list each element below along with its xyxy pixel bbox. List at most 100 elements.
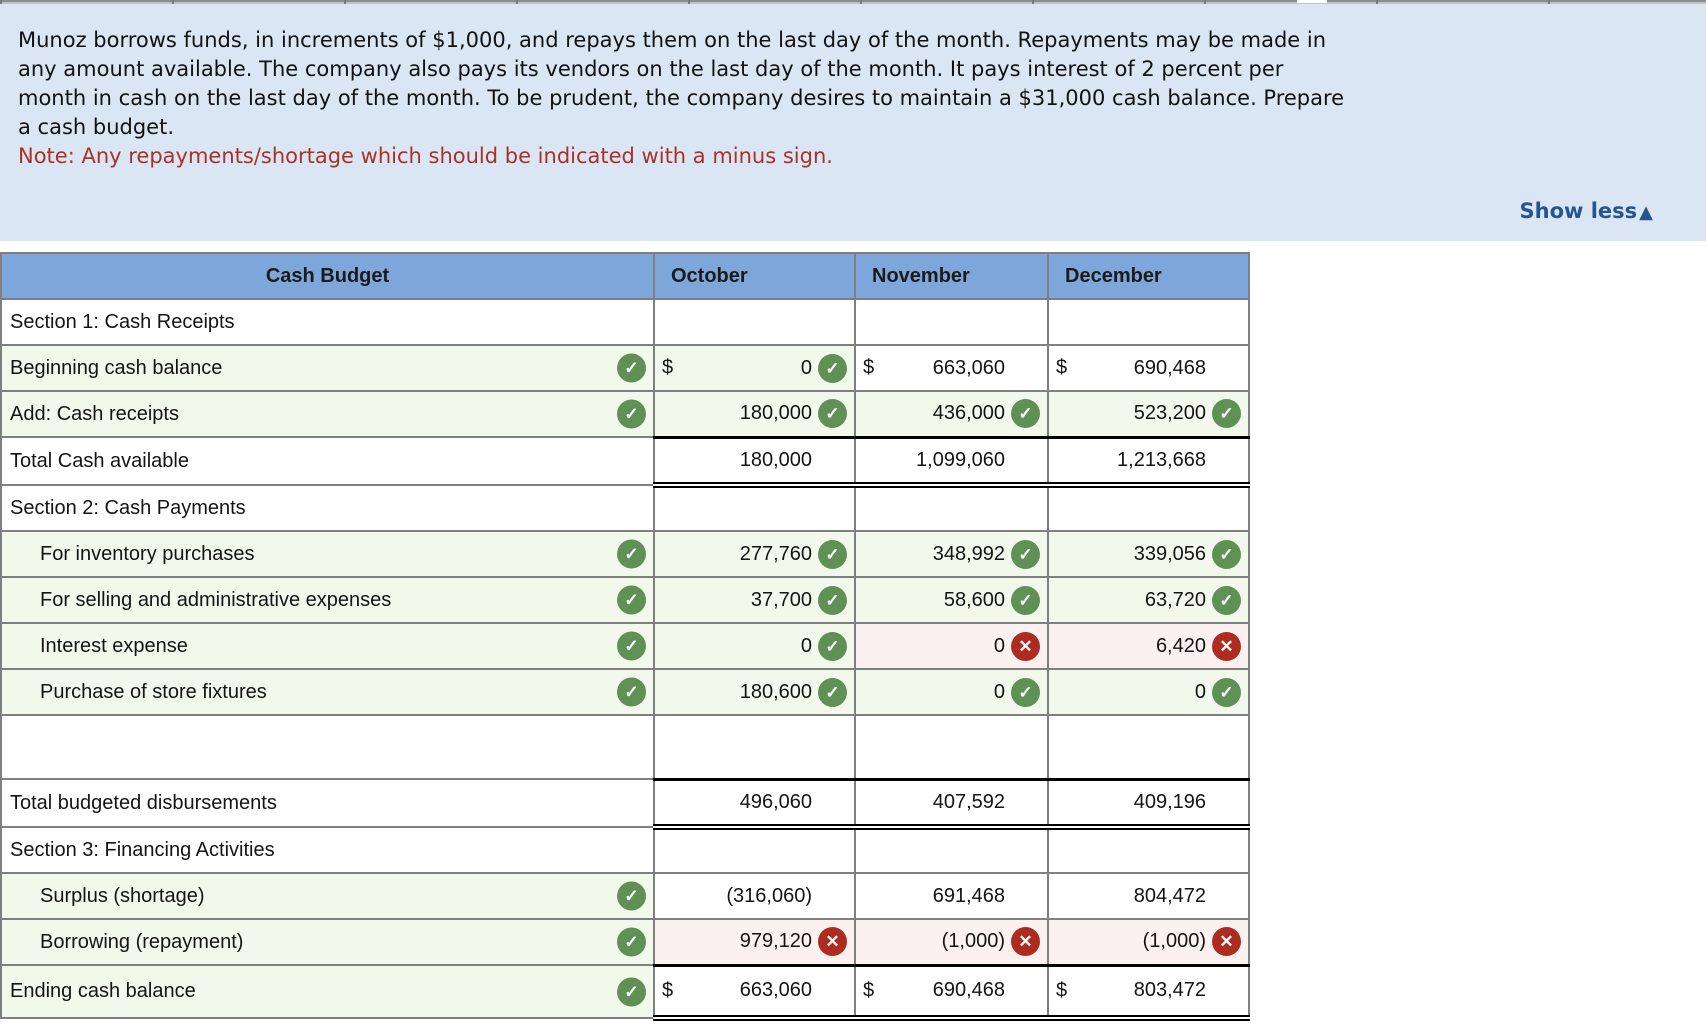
value-cell[interactable]: $690,468 — [854, 963, 1049, 1021]
value-cell[interactable]: 523,200 ✓ — [1047, 390, 1250, 438]
data-row: Beginning cash balance ✓ $0 ✓ $663,060 $690,4… — [0, 344, 1250, 392]
problem-note: Note: Any repayments/shortage which shou… — [18, 144, 833, 168]
value-cell — [653, 298, 856, 346]
cell-value: 690,468 — [932, 979, 1005, 1002]
value-cell[interactable]: 277,760 ✓ — [653, 530, 856, 578]
show-less-link[interactable]: Show less ▲ — [1520, 199, 1654, 223]
data-row: Add: Cash receipts ✓ 180,000 ✓ 436,000 ✓ 523,2… — [0, 390, 1250, 438]
cell-value: (316,060) — [726, 884, 812, 907]
value-cell[interactable]: 180,000 ✓ — [653, 390, 856, 438]
check-icon: ✓ — [617, 539, 646, 569]
check-icon: ✓ — [1011, 677, 1040, 707]
cell-value: 63,720 — [1144, 588, 1206, 611]
check-icon: ✓ — [818, 539, 847, 569]
value-cell[interactable]: 6,420 ✕ — [1047, 622, 1250, 670]
cell-value: 804,472 — [1133, 884, 1206, 907]
value-cell[interactable]: (1,000) ✕ — [1047, 918, 1250, 966]
problem-statement-panel: Munoz borrows funds, in increments of $1… — [0, 4, 1706, 241]
cell-value: 407,592 — [932, 790, 1005, 813]
value-cell[interactable]: $663,060 — [653, 963, 856, 1021]
cell-value: 979,120 — [739, 930, 812, 953]
value-cell[interactable]: 58,600 ✓ — [854, 576, 1049, 624]
row-label-cell — [0, 714, 655, 780]
row-label: Surplus (shortage) — [40, 884, 205, 907]
row-label: For selling and administrative expenses — [40, 588, 392, 611]
row-label-cell: Ending cash balance ✓ — [0, 964, 655, 1019]
value-cell[interactable]: $663,060 — [854, 344, 1049, 392]
cell-value: 1,213,668 — [1117, 448, 1206, 471]
value-cell[interactable]: 979,120 ✕ — [653, 918, 856, 966]
value-cell[interactable]: (1,000) ✕ — [854, 918, 1049, 966]
spacer-row — [0, 714, 1250, 780]
data-row: For selling and administrative expenses ✓… — [0, 576, 1250, 624]
cell-value: 37,700 — [750, 588, 812, 611]
value-cell: 496,060 — [653, 777, 856, 830]
row-label: Section 3: Financing Activities — [10, 838, 275, 861]
value-cell: 409,196 — [1047, 777, 1250, 830]
value-cell[interactable]: 0 ✓ — [653, 622, 856, 670]
value-cell — [854, 826, 1049, 874]
currency-symbol: $ — [863, 979, 875, 1002]
row-label-cell: For inventory purchases ✓ — [0, 530, 655, 578]
value-cell[interactable]: 180,600 ✓ — [653, 668, 856, 716]
icon-placeholder — [1005, 896, 1040, 897]
value-cell[interactable]: 436,000 ✓ — [854, 390, 1049, 438]
check-icon: ✓ — [818, 399, 847, 429]
row-label: Purchase of store fixtures — [40, 680, 267, 703]
check-icon: ✓ — [1212, 677, 1241, 707]
cell-value: 663,060 — [739, 979, 812, 1002]
value-cell — [854, 298, 1049, 346]
cell-value: 180,000 — [739, 448, 812, 471]
check-icon: ✓ — [617, 977, 646, 1006]
cell-value: 0 — [993, 634, 1005, 657]
value-cell[interactable]: $0 ✓ — [653, 344, 856, 392]
value-cell[interactable]: (316,060) — [653, 872, 856, 920]
cell-value: 180,000 — [739, 402, 812, 425]
icon-placeholder — [1206, 460, 1241, 461]
value-cell: 180,000 — [653, 435, 856, 488]
value-cell: 1,099,060 — [854, 435, 1049, 488]
value-cell[interactable]: 0 ✓ — [854, 668, 1049, 716]
check-icon: ✓ — [1011, 399, 1040, 429]
problem-line: any amount available. The company also p… — [18, 57, 1284, 81]
row-label: Borrowing (repayment) — [40, 930, 244, 953]
value-cell — [653, 484, 856, 532]
row-label: Total budgeted disbursements — [10, 791, 277, 814]
value-cell[interactable]: 63,720 ✓ — [1047, 576, 1250, 624]
value-cell[interactable]: 0 ✕ — [854, 622, 1049, 670]
value-cell[interactable]: $690,468 — [1047, 344, 1250, 392]
value-cell[interactable]: $803,472 — [1047, 963, 1250, 1021]
value-cell[interactable]: 37,700 ✓ — [653, 576, 856, 624]
cell-value: 523,200 — [1133, 402, 1206, 425]
x-icon: ✕ — [1011, 927, 1040, 957]
section-row: Section 3: Financing Activities — [0, 826, 1250, 874]
row-label: Total Cash available — [10, 449, 189, 472]
problem-text: Munoz borrows funds, in increments of $1… — [0, 4, 1706, 142]
check-icon: ✓ — [818, 353, 847, 383]
row-label-cell: Total budgeted disbursements — [0, 778, 655, 828]
value-cell[interactable]: 339,056 ✓ — [1047, 530, 1250, 578]
cell-value: 180,600 — [739, 680, 812, 703]
table-header-row: Cash Budget October November December — [0, 252, 1250, 300]
row-label-cell: Add: Cash receipts ✓ — [0, 390, 655, 438]
cell-value: 58,600 — [943, 588, 1005, 611]
value-cell[interactable]: 0 ✓ — [1047, 668, 1250, 716]
row-label: Section 1: Cash Receipts — [10, 310, 235, 333]
row-label-cell: Total Cash available — [0, 436, 655, 486]
data-row: For inventory purchases ✓ 277,760 ✓ 348,992 ✓… — [0, 530, 1250, 578]
row-label-cell: Borrowing (repayment) ✓ — [0, 918, 655, 966]
header-october: October — [653, 252, 856, 300]
value-cell[interactable]: 691,468 — [854, 872, 1049, 920]
check-icon: ✓ — [617, 353, 646, 383]
row-label-cell: Section 3: Financing Activities — [0, 826, 655, 874]
check-icon: ✓ — [617, 585, 646, 615]
row-label-cell: Purchase of store fixtures ✓ — [0, 668, 655, 716]
check-icon: ✓ — [617, 927, 646, 957]
row-label: Interest expense — [40, 634, 188, 657]
value-cell[interactable]: 348,992 ✓ — [854, 530, 1049, 578]
check-icon: ✓ — [818, 631, 847, 661]
icon-placeholder — [812, 896, 847, 897]
value-cell[interactable]: 804,472 — [1047, 872, 1250, 920]
cell-value: 0 — [993, 680, 1005, 703]
value-cell — [653, 714, 856, 780]
